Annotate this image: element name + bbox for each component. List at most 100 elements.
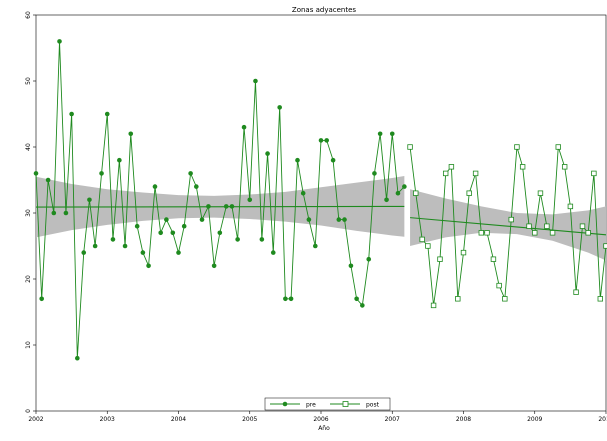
point-pre-5: [63, 210, 69, 216]
point-pre-34: [235, 237, 240, 242]
point-post-10: [466, 190, 472, 196]
point-post-12: [478, 230, 485, 236]
point-pre-33: [229, 204, 235, 209]
point-pre-15: [122, 243, 128, 249]
legend-pre-label: pre: [306, 402, 316, 409]
point-post-6: [442, 170, 449, 177]
point-pre-61: [395, 190, 401, 196]
x-tick-label-2009: 2009: [527, 416, 542, 423]
point-post-33: [603, 243, 607, 249]
trend-line-pre: [35, 205, 405, 208]
point-post-19: [519, 164, 526, 170]
point-pre-59: [384, 197, 389, 203]
point-post-20: [526, 223, 532, 229]
point-pre-50: [330, 157, 336, 163]
point-pre-8: [81, 250, 87, 255]
point-pre-35: [241, 124, 247, 130]
point-post-31: [591, 170, 597, 177]
point-post-0: [407, 144, 413, 150]
point-pre-18: [140, 250, 146, 255]
point-pre-32: [223, 204, 229, 209]
point-pre-54: [354, 296, 359, 302]
point-post-9: [460, 249, 467, 256]
x-tick-label-2008: 2008: [456, 416, 471, 423]
point-pre-60: [389, 131, 395, 137]
point-pre-2: [45, 177, 51, 183]
legend-post-marker: [342, 401, 349, 407]
legend-box: [264, 397, 391, 411]
point-post-32: [597, 296, 603, 302]
point-post-3: [425, 243, 431, 249]
point-pre-57: [372, 171, 377, 176]
legend-pre-marker: [282, 401, 288, 407]
point-post-27: [567, 203, 574, 210]
point-pre-31: [217, 230, 223, 236]
point-pre-27: [194, 184, 199, 189]
point-pre-39: [265, 151, 270, 156]
point-post-30: [585, 230, 591, 236]
point-post-18: [514, 144, 520, 150]
x-tick-label-2003: 2003: [100, 416, 115, 423]
point-pre-19: [146, 263, 151, 269]
point-post-1: [413, 190, 419, 196]
point-pre-1: [39, 296, 44, 302]
x-tick-label-2004: 2004: [171, 416, 186, 423]
point-post-11: [472, 170, 479, 177]
y-tick-label-30: 30: [25, 209, 32, 217]
point-pre-13: [110, 237, 116, 242]
point-pre-10: [92, 243, 98, 249]
point-pre-30: [211, 263, 217, 269]
data-markers: [33, 39, 607, 361]
point-pre-9: [87, 197, 92, 203]
point-pre-4: [57, 39, 62, 44]
point-pre-24: [176, 250, 181, 255]
point-post-5: [437, 256, 443, 262]
chart-title: Zonas adyacentes: [292, 6, 356, 14]
point-post-28: [573, 289, 579, 295]
point-pre-0: [33, 171, 39, 176]
point-post-14: [490, 256, 497, 262]
point-pre-25: [181, 223, 187, 229]
point-pre-17: [134, 223, 140, 229]
point-post-17: [508, 216, 514, 223]
confidence-band-post: [410, 189, 606, 261]
x-tick-label-2006: 2006: [313, 416, 328, 423]
point-pre-20: [152, 184, 158, 189]
y-axis: 0 10 20 30 40 50 60: [25, 11, 36, 413]
point-pre-47: [313, 243, 318, 249]
point-post-25: [555, 144, 561, 150]
point-post-24: [549, 230, 556, 236]
y-tick-label-60: 60: [25, 11, 32, 19]
y-tick-label-50: 50: [25, 77, 32, 85]
point-pre-55: [360, 303, 365, 308]
point-pre-3: [51, 210, 57, 216]
point-pre-53: [348, 263, 354, 269]
point-pre-38: [259, 237, 265, 242]
point-pre-56: [366, 256, 372, 262]
point-pre-41: [277, 105, 282, 110]
point-pre-43: [288, 296, 294, 302]
point-pre-42: [283, 296, 288, 302]
legend: pre post: [264, 397, 391, 411]
y-tick-label-20: 20: [25, 275, 32, 283]
point-post-16: [502, 296, 508, 302]
point-post-15: [496, 282, 502, 289]
point-post-21: [532, 230, 538, 236]
y-tick-label-10: 10: [25, 341, 32, 349]
legend-post-label: post: [366, 402, 380, 409]
point-pre-16: [128, 131, 134, 137]
point-pre-6: [69, 111, 74, 117]
x-tick-label-2010: 2010: [598, 416, 607, 423]
point-pre-49: [324, 138, 330, 143]
point-pre-62: [402, 184, 407, 189]
point-pre-36: [247, 197, 253, 203]
point-pre-48: [318, 138, 324, 143]
x-tick-label-2007: 2007: [385, 416, 400, 423]
point-pre-12: [104, 111, 110, 117]
point-pre-51: [336, 217, 342, 222]
x-axis: 2002 2003 2004 2005 2006 2007 2008 2009 2010: [28, 411, 607, 423]
point-post-29: [579, 223, 586, 229]
x-tick-label-2005: 2005: [242, 416, 257, 423]
point-pre-14: [117, 157, 122, 163]
